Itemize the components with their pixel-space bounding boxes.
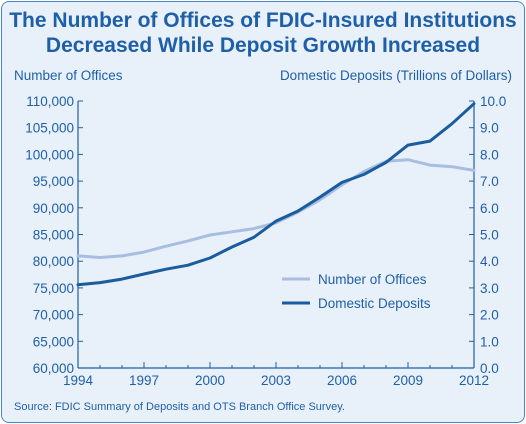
- left-tick-label: 65,000: [33, 334, 74, 349]
- right-tick-label: 2.0: [480, 308, 499, 323]
- left-axis-title: Number of Offices: [14, 68, 123, 83]
- left-tick-label: 90,000: [33, 201, 74, 216]
- left-tick-label: 95,000: [33, 174, 74, 189]
- x-tick-label: 1997: [129, 373, 159, 388]
- right-tick-label: 0.0: [480, 361, 499, 376]
- right-axis-title: Domestic Deposits (Trillions of Dollars): [280, 68, 512, 83]
- x-tick-label: 2000: [195, 373, 225, 388]
- left-tick-label: 70,000: [33, 308, 74, 323]
- left-tick-label: 110,000: [26, 94, 74, 109]
- x-tick-label: 2006: [327, 373, 357, 388]
- legend-label: Domestic Deposits: [318, 296, 431, 311]
- axes: 60,000 65,000 70,000 75,000 80,000 85,000 90,0…: [25, 94, 506, 388]
- title-line-1: The Number of Offices of FDIC-Insured In…: [9, 9, 517, 32]
- x-tick-label: 2003: [261, 373, 291, 388]
- right-tick-label: 5.0: [480, 228, 499, 243]
- chart-title: The Number of Offices of FDIC-Insured In…: [0, 8, 526, 58]
- title-line-2: Decreased While Deposit Growth Increased: [45, 34, 481, 57]
- legend-label: Number of Offices: [318, 272, 427, 287]
- x-tick-label: 2012: [459, 373, 489, 388]
- series-line-deposits: [76, 102, 476, 287]
- left-tick-label: 85,000: [33, 228, 74, 243]
- left-tick-label: 100,000: [25, 147, 74, 162]
- legend: Number of Offices Domestic Deposits: [282, 272, 431, 311]
- right-tick-label: 4.0: [480, 254, 499, 269]
- right-tick-label: 9.0: [480, 121, 499, 136]
- left-tick-label: 75,000: [33, 281, 74, 296]
- left-tick-label: 105,000: [25, 121, 74, 136]
- series-lines: [76, 102, 476, 287]
- right-tick-label: 10.0: [480, 94, 506, 109]
- right-tick-label: 7.0: [480, 174, 499, 189]
- left-tick-label: 80,000: [33, 254, 74, 269]
- right-tick-label: 1.0: [480, 334, 499, 349]
- right-tick-label: 3.0: [480, 281, 499, 296]
- x-tick-label: 1994: [63, 373, 94, 388]
- series-line-offices: [76, 158, 476, 259]
- source-note: Source: FDIC Summary of Deposits and OTS…: [14, 401, 345, 413]
- left-tick-label: 60,000: [33, 361, 74, 376]
- right-tick-label: 8.0: [480, 147, 499, 162]
- x-tick-label: 2009: [393, 373, 423, 388]
- right-tick-label: 6.0: [480, 201, 499, 216]
